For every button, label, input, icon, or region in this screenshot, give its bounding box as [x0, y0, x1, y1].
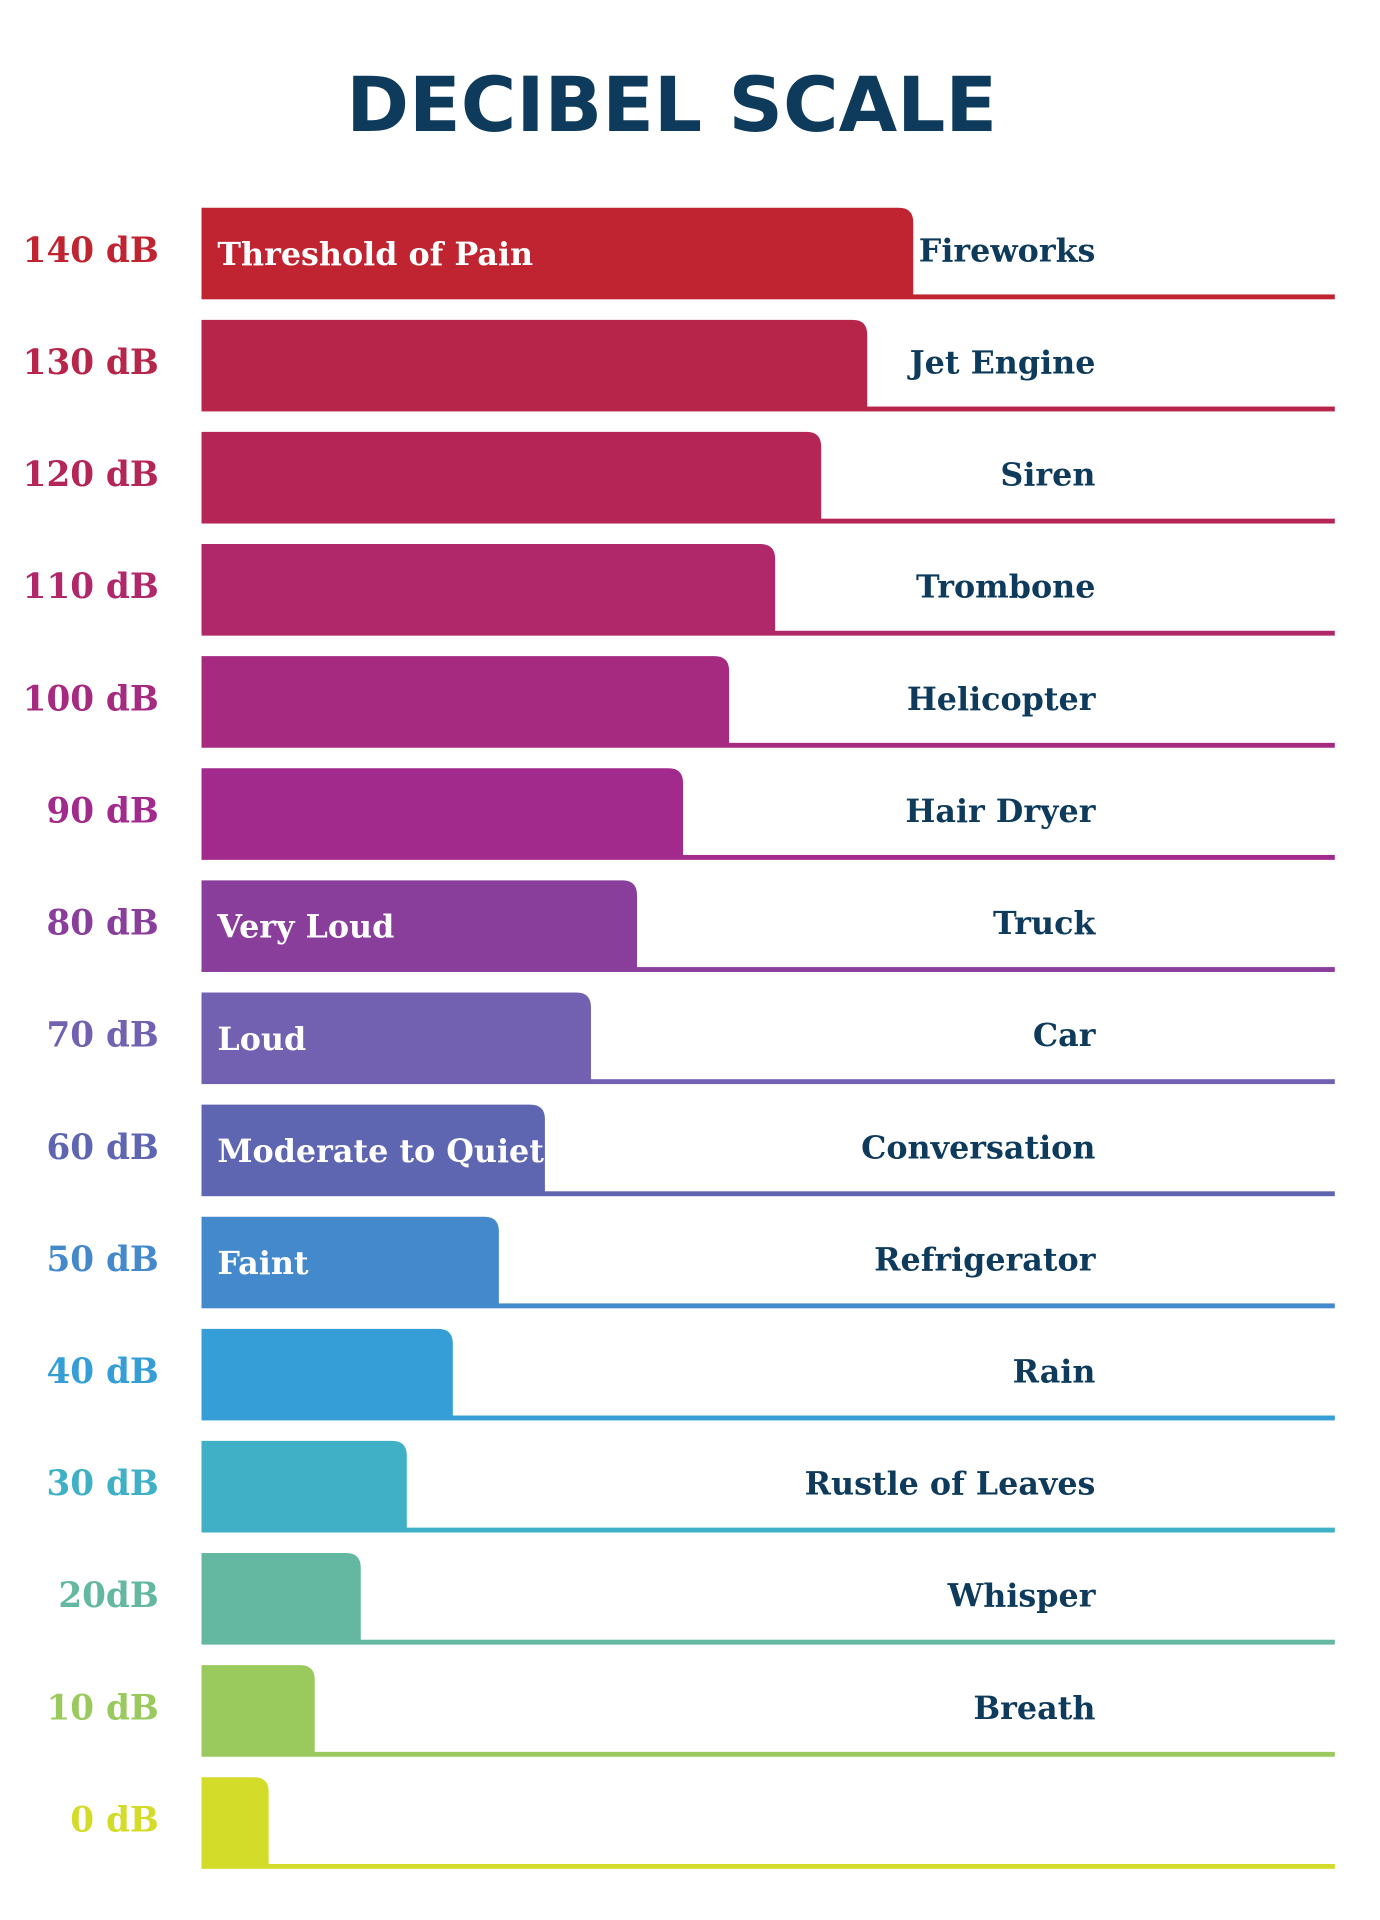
chart-title: DECIBEL SCALE — [346, 61, 997, 149]
level-label: 140 dB — [23, 231, 159, 271]
source-label: Jet Engine — [907, 345, 1096, 382]
level-label: 50 dB — [46, 1240, 158, 1280]
bar — [201, 431, 822, 523]
baseline — [201, 1191, 1335, 1197]
source-label: Siren — [1000, 457, 1095, 494]
baseline — [201, 854, 1335, 860]
source-label: Fireworks — [919, 232, 1096, 269]
bar-label: Threshold of Pain — [217, 236, 533, 273]
baseline — [201, 967, 1335, 972]
baseline — [201, 1303, 1335, 1309]
bar-label: Moderate to Quiet — [217, 1133, 544, 1170]
baseline — [201, 1415, 1335, 1421]
bar — [201, 656, 730, 747]
bar-label: Loud — [217, 1021, 306, 1058]
bar — [201, 207, 914, 299]
source-label: Refrigerator — [874, 1241, 1097, 1278]
baseline — [201, 742, 1335, 748]
level-label: 90 dB — [46, 791, 158, 831]
source-label: Car — [1033, 1017, 1097, 1054]
level-label: 30 dB — [46, 1464, 158, 1504]
level-label: 80 dB — [46, 904, 158, 944]
source-label: Rain — [1013, 1354, 1096, 1391]
source-label: Hair Dryer — [905, 793, 1096, 830]
bar — [201, 1216, 499, 1308]
level-label: 70 dB — [46, 1016, 158, 1056]
level-label: 60 dB — [46, 1128, 158, 1168]
baseline — [201, 1079, 1335, 1085]
bar — [201, 992, 591, 1083]
baseline — [201, 1751, 1335, 1757]
bar — [201, 768, 684, 859]
source-label: Trombone — [916, 569, 1095, 606]
level-label: 40 dB — [46, 1352, 158, 1392]
bar — [201, 1777, 269, 1868]
level-label: 120 dB — [23, 455, 159, 495]
source-label: Truck — [993, 905, 1096, 942]
bar — [201, 1665, 315, 1756]
source-label: Conversation — [861, 1129, 1095, 1166]
bar-label: Faint — [217, 1245, 309, 1282]
source-label: Breath — [973, 1690, 1095, 1727]
source-label: Rustle of Leaves — [805, 1466, 1096, 1503]
bar — [201, 880, 637, 971]
bar-label: Very Loud — [216, 909, 394, 946]
level-label: 110 dB — [23, 567, 159, 607]
level-label: 0 dB — [70, 1800, 159, 1840]
baseline — [201, 1639, 1335, 1645]
bar — [201, 1104, 545, 1195]
bar — [201, 1440, 407, 1532]
bar — [201, 319, 868, 411]
bar — [201, 1328, 453, 1420]
level-label: 100 dB — [23, 679, 159, 719]
baseline — [201, 1527, 1335, 1533]
bar — [201, 1553, 361, 1644]
level-label: 20dB — [58, 1576, 158, 1616]
level-label: 10 dB — [46, 1688, 158, 1728]
level-label: 130 dB — [23, 343, 159, 383]
baseline — [201, 1863, 1335, 1869]
bar — [201, 544, 776, 635]
source-label: Whisper — [947, 1578, 1097, 1615]
source-label: Helicopter — [907, 681, 1097, 718]
